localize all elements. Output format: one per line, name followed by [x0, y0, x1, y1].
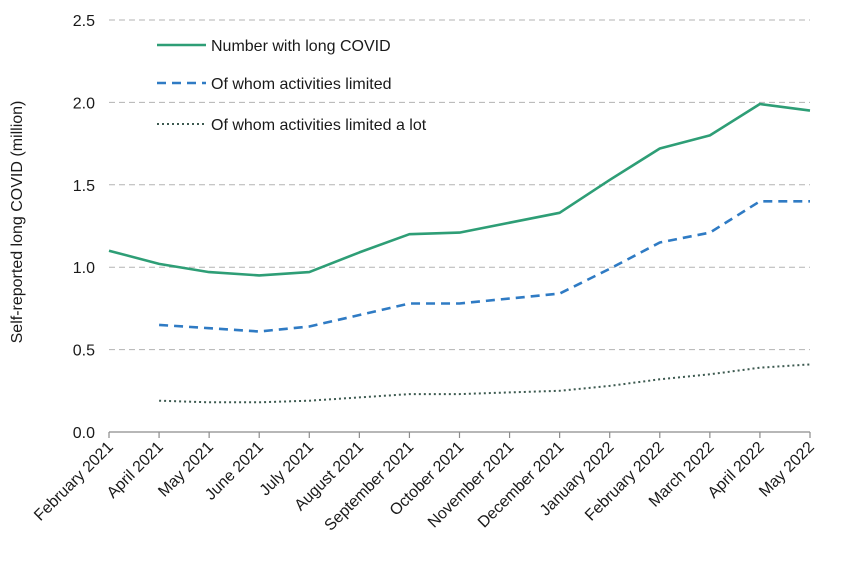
y-tick-label: 0.0	[73, 425, 95, 442]
legend: Number with long COVID Of whom activities…	[157, 38, 427, 134]
legend-label: Number with long COVID	[211, 38, 391, 55]
series-line	[159, 200, 810, 333]
y-axis-tick-labels: 0.0 0.5 1.0 1.5 2.0 2.5	[73, 13, 95, 442]
series-line	[108, 102, 811, 277]
gridlines	[109, 19, 810, 351]
x-tick-label: May 2022	[756, 439, 818, 501]
series-lines	[108, 102, 811, 404]
x-tick-label: November 2021	[425, 439, 518, 532]
y-tick-label: 1.5	[73, 178, 95, 195]
legend-label: Of whom activities limited a lot	[211, 117, 427, 134]
series-line	[159, 363, 811, 404]
legend-label: Of whom activities limited	[211, 76, 392, 93]
y-tick-label: 2.0	[73, 95, 95, 112]
y-tick-label: 2.5	[73, 13, 95, 30]
x-tick-label: December 2021	[475, 439, 568, 532]
y-axis-label: Self-reported long COVID (million)	[9, 101, 26, 344]
axes	[108, 431, 811, 438]
y-tick-label: 0.5	[73, 343, 95, 360]
x-tick-label: February 2021	[31, 439, 117, 525]
y-tick-label: 1.0	[73, 260, 95, 277]
x-tick-label: September 2021	[322, 439, 418, 535]
